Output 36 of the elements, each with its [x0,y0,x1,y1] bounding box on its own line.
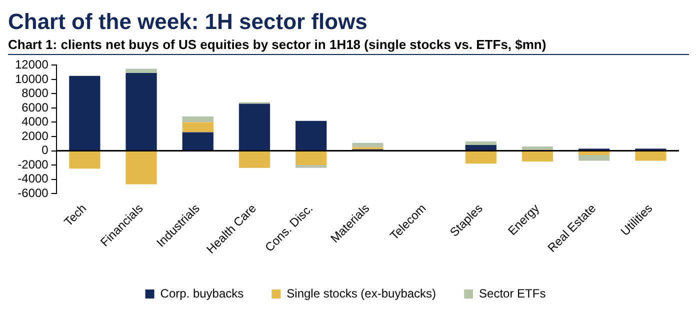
bar [296,151,327,166]
y-tick-label: 12000 [14,58,49,72]
bar [522,151,554,162]
chart-subtitle: Chart 1: clients net buys of US equities by sector in 1H18 (single stocks vs. ETFs, $mn) [8,36,689,55]
bar [296,165,327,168]
bar [69,76,100,150]
y-tick-label: 0 [42,143,49,158]
bar [465,151,496,164]
bar [126,151,157,184]
y-tick-label: 8000 [22,86,49,100]
bar [635,151,666,161]
y-tick-label: -2000 [18,157,49,172]
bar [182,116,214,122]
bar [578,155,610,161]
chart-title: Chart of the week: 1H sector flows [8,8,368,36]
legend-label: Corp. buybacks [160,286,244,300]
bar [126,68,157,74]
bar [238,104,270,150]
x-tick-label: Tech [61,201,90,230]
y-tick-label: 4000 [22,114,49,129]
bar [182,122,214,132]
bar [465,141,496,146]
bar [352,142,384,148]
y-tick-label: 2000 [22,128,49,143]
legend-label: Single stocks (ex-buybacks) [286,286,436,300]
y-tick-label: -4000 [18,172,49,186]
bar [465,145,496,150]
bar [182,132,214,150]
y-tick-label: 10000 [14,72,49,86]
bar [69,151,100,169]
bar [126,73,157,150]
bar [238,151,270,168]
y-tick-label: -6000 [18,186,49,200]
y-tick-label: 6000 [22,100,49,114]
legend-label: Sector ETFs [479,286,546,300]
bar [296,120,327,150]
